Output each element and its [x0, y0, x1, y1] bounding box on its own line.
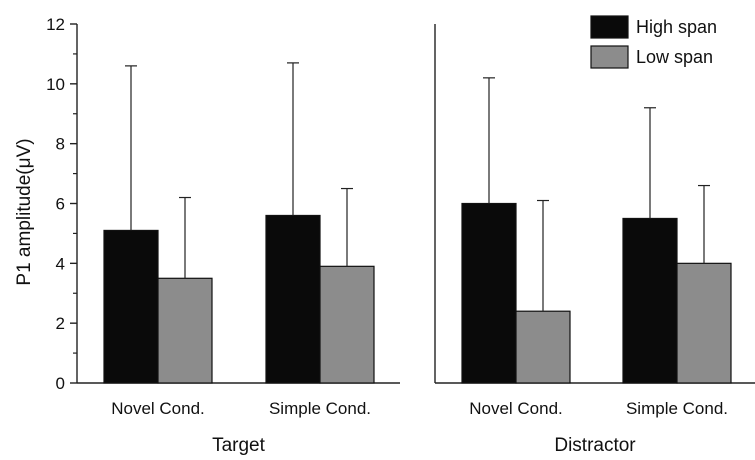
y-tick-label: 0	[56, 374, 65, 393]
group-label: Target	[212, 435, 266, 456]
legend-swatch	[590, 15, 629, 39]
x-category-label: Novel Cond.	[111, 399, 205, 418]
bar-low-span	[157, 277, 213, 384]
y-tick-label: 10	[46, 75, 65, 94]
bar-high-span	[265, 214, 321, 384]
bar-high-span	[622, 217, 678, 384]
legend: High span Low span	[590, 15, 717, 69]
bar-low-span	[676, 262, 732, 384]
x-category-label: Simple Cond.	[626, 399, 728, 418]
legend-label: High span	[636, 17, 717, 37]
legend-label: Low span	[636, 47, 713, 67]
bar-low-span	[515, 310, 571, 384]
bar-high-span	[461, 202, 517, 384]
y-tick-label: 2	[56, 314, 65, 333]
y-tick-label: 8	[56, 135, 65, 154]
y-tick-label: 6	[56, 195, 65, 214]
bars	[103, 62, 732, 384]
bar-high-span	[103, 229, 159, 384]
y-tick-label: 12	[46, 15, 65, 34]
legend-swatch	[590, 45, 629, 69]
y-tick-label: 4	[56, 254, 65, 273]
group-label: Distractor	[554, 435, 636, 456]
y-axis: 0 2 4 6 8 10 12	[46, 15, 77, 393]
x-category-label: Simple Cond.	[269, 399, 371, 418]
x-category-label: Novel Cond.	[469, 399, 563, 418]
y-axis-label: P1 amplitude(μV)	[14, 138, 35, 285]
bar-low-span	[319, 265, 375, 384]
